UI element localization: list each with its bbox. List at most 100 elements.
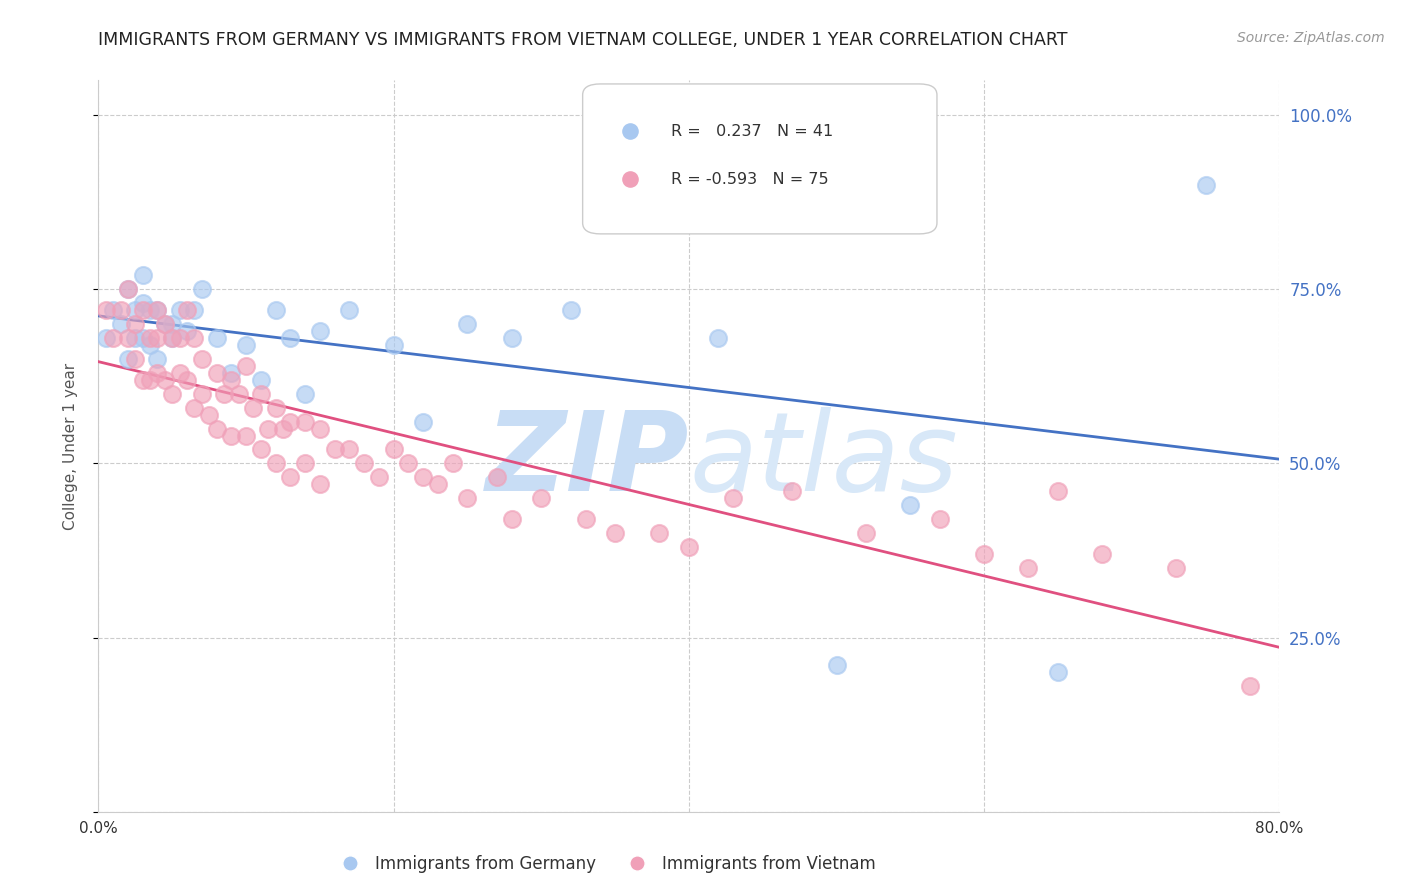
Point — [339, 442, 360, 457]
Point — [1195, 178, 1218, 192]
Point — [146, 303, 169, 318]
Point — [176, 324, 198, 338]
Point — [132, 331, 155, 345]
Point — [427, 477, 450, 491]
Text: ZIP: ZIP — [485, 407, 689, 514]
Point — [124, 331, 146, 345]
Text: R =   0.237   N = 41: R = 0.237 N = 41 — [671, 124, 834, 139]
Point — [294, 415, 316, 429]
Point — [132, 296, 155, 310]
Point — [456, 491, 478, 506]
Point — [353, 457, 375, 471]
Point — [219, 428, 242, 442]
Point — [139, 338, 162, 352]
Point — [309, 477, 332, 491]
Point — [574, 512, 596, 526]
Point — [103, 303, 125, 318]
Point — [117, 351, 139, 366]
Point — [339, 303, 360, 318]
Point — [707, 331, 730, 345]
Point — [117, 282, 139, 296]
Point — [205, 421, 228, 435]
Point — [124, 317, 146, 331]
Point — [219, 366, 242, 380]
Point — [1017, 561, 1039, 575]
Point — [855, 526, 877, 541]
Point — [205, 366, 228, 380]
Point — [191, 282, 214, 296]
Point — [169, 331, 191, 345]
Point — [723, 491, 745, 506]
Point — [368, 470, 391, 484]
Point — [153, 317, 176, 331]
Point — [132, 303, 155, 318]
Point — [124, 351, 146, 366]
Point — [257, 421, 280, 435]
Point — [264, 457, 287, 471]
Point — [678, 540, 700, 554]
Point — [501, 331, 523, 345]
Point — [146, 303, 169, 318]
Point — [242, 401, 264, 415]
Point — [219, 373, 242, 387]
Point — [530, 491, 553, 506]
Point — [456, 317, 478, 331]
Point — [162, 331, 183, 345]
Point — [309, 421, 332, 435]
Point — [1046, 665, 1069, 680]
Point — [751, 202, 773, 216]
Point — [94, 303, 117, 318]
Point — [146, 366, 169, 380]
Point — [124, 303, 146, 318]
Point — [205, 331, 228, 345]
Point — [278, 470, 302, 484]
Point — [235, 428, 257, 442]
Point — [162, 386, 183, 401]
Point — [294, 386, 316, 401]
Point — [928, 512, 950, 526]
Point — [900, 498, 922, 512]
Point — [294, 457, 316, 471]
FancyBboxPatch shape — [582, 84, 936, 234]
Point — [633, 122, 655, 136]
Point — [228, 386, 250, 401]
Point — [132, 268, 155, 283]
Point — [235, 359, 257, 373]
Point — [323, 442, 346, 457]
Point — [396, 457, 419, 471]
Point — [183, 303, 205, 318]
Point — [235, 338, 257, 352]
Text: atlas: atlas — [689, 407, 957, 514]
Point — [183, 401, 205, 415]
Point — [191, 386, 214, 401]
Point — [1091, 547, 1114, 561]
Point — [1046, 484, 1069, 499]
Point — [250, 442, 273, 457]
Point — [198, 408, 221, 422]
Point — [648, 526, 671, 541]
Point — [412, 470, 434, 484]
Text: R = -0.593   N = 75: R = -0.593 N = 75 — [671, 171, 830, 186]
Point — [110, 317, 132, 331]
Point — [382, 442, 405, 457]
Y-axis label: College, Under 1 year: College, Under 1 year — [63, 362, 77, 530]
Legend: Immigrants from Germany, Immigrants from Vietnam: Immigrants from Germany, Immigrants from… — [326, 848, 883, 880]
Point — [103, 331, 125, 345]
Point — [176, 303, 198, 318]
Point — [412, 415, 434, 429]
Point — [271, 421, 294, 435]
Point — [264, 401, 287, 415]
Point — [110, 303, 132, 318]
Point — [1164, 561, 1187, 575]
Point — [486, 470, 509, 484]
Point — [264, 303, 287, 318]
Point — [191, 351, 214, 366]
Point — [605, 526, 627, 541]
Point — [250, 373, 273, 387]
Point — [441, 457, 464, 471]
Point — [162, 317, 183, 331]
Point — [825, 658, 848, 673]
Point — [973, 547, 995, 561]
Point — [212, 386, 235, 401]
Point — [153, 317, 176, 331]
